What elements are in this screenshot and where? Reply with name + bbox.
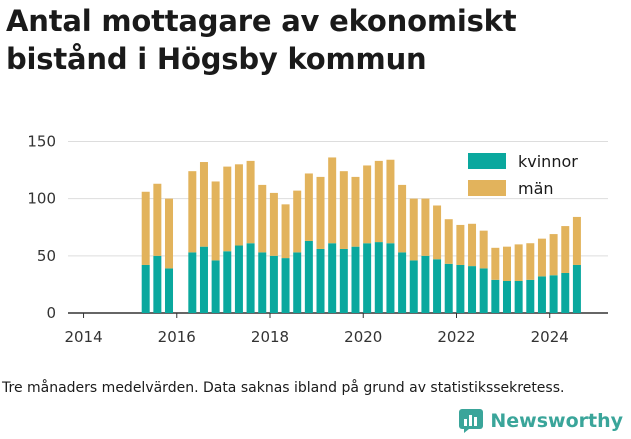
- bar-kvinnor: [386, 243, 395, 313]
- bar-man: [269, 192, 278, 256]
- bar-man: [188, 171, 197, 253]
- bar-man: [374, 160, 383, 243]
- bar-kvinnor: [537, 276, 546, 313]
- bar-kvinnor: [153, 255, 162, 313]
- x-tick-label: 2020: [344, 328, 382, 346]
- bar-man: [561, 226, 570, 273]
- bar-kvinnor: [293, 252, 302, 313]
- y-tick-label: 0: [46, 304, 56, 322]
- y-tick-label: 100: [27, 190, 56, 208]
- bar-kvinnor: [491, 279, 500, 313]
- bar-man: [293, 190, 302, 253]
- newsworthy-logo-icon: [459, 409, 484, 433]
- bar-kvinnor: [316, 248, 325, 313]
- x-tick-label: 2016: [158, 328, 196, 346]
- bar-kvinnor: [444, 263, 453, 313]
- bar-man: [304, 173, 313, 241]
- bar-man: [398, 184, 407, 253]
- bar-kvinnor: [211, 260, 220, 313]
- bar-kvinnor: [514, 280, 523, 313]
- chart-footnote: Tre månaders medelvärden. Data saknas ib…: [2, 380, 565, 396]
- bar-kvinnor: [351, 246, 360, 313]
- bar-kvinnor: [363, 243, 372, 313]
- bar-man: [456, 224, 465, 265]
- bar-kvinnor: [479, 268, 488, 313]
- bar-man: [351, 176, 360, 247]
- bar-man: [549, 234, 558, 276]
- bar-kvinnor: [549, 275, 558, 313]
- bar-kvinnor: [502, 280, 511, 313]
- x-tick-label: 2014: [64, 328, 102, 346]
- bar-kvinnor: [433, 259, 442, 313]
- y-tick-label: 50: [37, 247, 56, 265]
- bar-kvinnor: [141, 264, 150, 313]
- bar-man: [433, 205, 442, 260]
- bar-man: [537, 238, 546, 277]
- bar-kvinnor: [468, 266, 477, 313]
- bar-man: [246, 160, 255, 244]
- bar-man: [165, 198, 174, 269]
- bar-man: [526, 243, 535, 280]
- chart-canvas: 0 50 100 150 2014 2016 2018 2020 2022 2024 kvinnor…: [27, 132, 608, 346]
- bar-man: [409, 198, 418, 261]
- bar-man: [234, 164, 243, 246]
- bar-man: [141, 191, 150, 265]
- brand[interactable]: Newsworthy: [458, 408, 623, 434]
- bar-kvinnor: [223, 251, 232, 313]
- bar-kvinnor: [304, 240, 313, 313]
- bar-man: [444, 219, 453, 264]
- legend-label-man: män: [518, 179, 554, 198]
- brand-name: Newsworthy: [490, 410, 623, 432]
- bar-man: [572, 216, 581, 265]
- bar-man: [328, 157, 337, 244]
- bar-kvinnor: [199, 246, 208, 313]
- bar-man: [153, 183, 162, 256]
- bar-man: [479, 230, 488, 269]
- bar-kvinnor: [246, 243, 255, 313]
- bar-kvinnor: [328, 243, 337, 313]
- legend-label-kvinnor: kvinnor: [518, 152, 578, 171]
- bar-man: [363, 165, 372, 244]
- chart-title: Antal mottagare av ekonomiskt bistånd i …: [6, 4, 517, 76]
- bar-man: [491, 247, 500, 280]
- bar-man: [421, 198, 430, 256]
- legend-swatch-kvinnor: [468, 153, 506, 169]
- bar-kvinnor: [526, 279, 535, 313]
- bar-kvinnor: [339, 248, 348, 313]
- bar-kvinnor: [281, 258, 290, 313]
- legend-swatch-man: [468, 180, 506, 196]
- bar-kvinnor: [398, 252, 407, 313]
- bar-kvinnor: [258, 252, 267, 313]
- bar-man: [199, 162, 208, 247]
- bar-man: [468, 223, 477, 267]
- bar-kvinnor: [165, 268, 174, 313]
- bar-man: [281, 204, 290, 259]
- x-tick-label: 2022: [437, 328, 475, 346]
- y-tick-label: 150: [27, 132, 56, 150]
- bar-kvinnor: [572, 264, 581, 313]
- bar-kvinnor: [409, 260, 418, 313]
- bar-man: [514, 244, 523, 281]
- bar-man: [339, 171, 348, 249]
- bar-man: [223, 166, 232, 252]
- bar-man: [258, 184, 267, 253]
- bar-kvinnor: [456, 264, 465, 313]
- bar-kvinnor: [374, 242, 383, 313]
- x-tick-label: 2024: [531, 328, 569, 346]
- bar-man: [386, 159, 395, 244]
- bar-kvinnor: [269, 255, 278, 313]
- bar-man: [316, 176, 325, 249]
- bar-kvinnor: [234, 245, 243, 313]
- bar-kvinnor: [421, 255, 430, 313]
- bar-man: [211, 181, 220, 261]
- bar-kvinnor: [188, 252, 197, 313]
- x-tick-label: 2018: [251, 328, 289, 346]
- bar-kvinnor: [561, 272, 570, 313]
- bar-man: [502, 246, 511, 281]
